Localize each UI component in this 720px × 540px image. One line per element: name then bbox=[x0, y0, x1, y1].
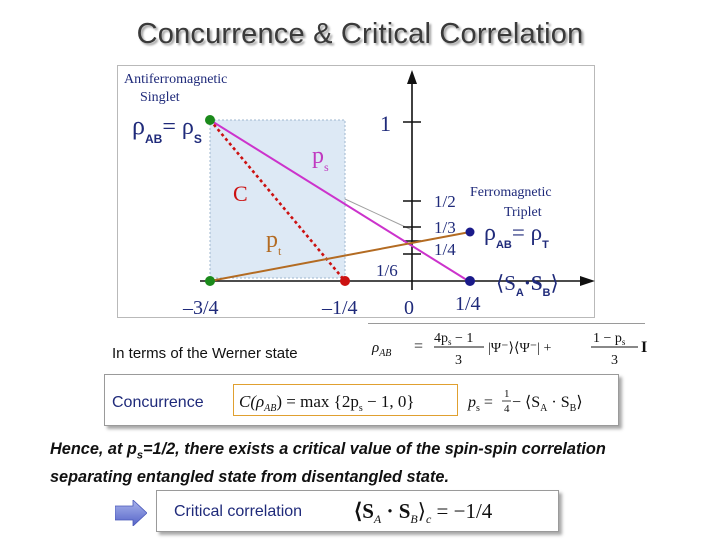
svg-text:⟨SA · SB⟩c = −1/4: ⟨SA · SB⟩c = −1/4 bbox=[354, 499, 493, 526]
y-tick-third: 1/3 bbox=[434, 218, 456, 237]
y-tick-half: 1/2 bbox=[434, 192, 456, 211]
pt-line bbox=[209, 231, 471, 282]
diagram-panel bbox=[117, 65, 595, 318]
y-tick-quarter: 1/4 bbox=[434, 240, 456, 259]
conclusion-text: Hence, at ps=1/2, there exists a critica… bbox=[50, 438, 700, 488]
critical-point-dot bbox=[340, 276, 350, 286]
ps-definition-formula: ps = 1 4 − ⟨SA · SB⟩ bbox=[467, 388, 583, 415]
x-axis-label: ⟨SA·SB⟩ bbox=[496, 271, 559, 299]
triplet-label-line2: Triplet bbox=[504, 205, 542, 220]
x-tick-zero: 0 bbox=[404, 297, 414, 319]
half-level-guide bbox=[344, 198, 413, 231]
singlet-label-line2: Singlet bbox=[140, 90, 180, 105]
right-arrow-icon bbox=[115, 500, 147, 526]
svg-text:4: 4 bbox=[504, 403, 510, 415]
triplet-label-line1: Ferromagnetic bbox=[470, 185, 552, 200]
bottom-left-dot bbox=[205, 276, 215, 286]
triplet-dot bbox=[465, 227, 475, 237]
svg-text:I: I bbox=[641, 339, 647, 356]
critical-correlation-label: Critical correlation bbox=[174, 503, 303, 520]
svg-text:=: = bbox=[414, 338, 423, 355]
singlet-label-line1: Antiferromagnetic bbox=[124, 72, 227, 87]
svg-text:ρAB: ρAB bbox=[371, 340, 391, 359]
concurrence-line bbox=[209, 119, 346, 282]
y-tick-1: 1 bbox=[380, 111, 391, 136]
svg-text:3: 3 bbox=[455, 353, 462, 368]
triplet-dot-axis bbox=[465, 276, 475, 286]
y-axis-arrow-icon bbox=[407, 70, 417, 84]
x-tick-quarter: 1/4 bbox=[455, 293, 481, 315]
x-tick-neg-quarter: –1/4 bbox=[321, 297, 358, 319]
critical-correlation-panel bbox=[156, 490, 559, 532]
svg-text:ps =: ps = bbox=[467, 394, 493, 414]
werner-formula: ρAB = 4ps − 1 3 |Ψ⁻⟩⟨Ψ⁻| + 1 − ps 3 I bbox=[371, 331, 647, 368]
svg-text:1 − ps: 1 − ps bbox=[593, 331, 626, 347]
x-axis-arrow-icon bbox=[580, 276, 595, 286]
concurrence-label: Concurrence bbox=[112, 394, 204, 411]
svg-text:1: 1 bbox=[504, 388, 510, 400]
concurrence-formula-box: C(ρAB) = max {2ps − 1, 0} bbox=[233, 384, 458, 416]
ps-line bbox=[209, 119, 471, 283]
concurrence-formula: C(ρAB) = max {2ps − 1, 0} bbox=[239, 392, 414, 414]
rho-triplet: ρAB= ρT bbox=[484, 220, 549, 251]
x-tick-neg-three-quarter: –3/4 bbox=[182, 297, 219, 319]
c-label: C bbox=[233, 181, 248, 206]
svg-text:|Ψ⁻⟩⟨Ψ⁻| +: |Ψ⁻⟩⟨Ψ⁻| + bbox=[488, 341, 551, 356]
pt-label: pt bbox=[266, 227, 282, 258]
svg-text:3: 3 bbox=[611, 353, 618, 368]
werner-label: In terms of the Werner state bbox=[112, 345, 298, 362]
rho-singlet: ρAB= ρS bbox=[132, 111, 202, 146]
conclusion-line2: separating entangled state from disentan… bbox=[50, 468, 449, 487]
ps-label: ps bbox=[312, 143, 329, 174]
svg-text:− ⟨SA · SB⟩: − ⟨SA · SB⟩ bbox=[512, 394, 583, 414]
svg-text:C(ρAB) = max {2ps − 1, 0}: C(ρAB) = max {2ps − 1, 0} bbox=[239, 392, 414, 414]
singlet-dot bbox=[205, 115, 215, 125]
critical-correlation-formula: ⟨SA · SB⟩c = −1/4 bbox=[354, 499, 493, 526]
svg-text:4ps − 1: 4ps − 1 bbox=[434, 331, 473, 347]
slide-title: Concurrence & Critical Correlation bbox=[136, 18, 584, 50]
conclusion-line1: Hence, at ps=1/2, there exists a critica… bbox=[50, 440, 606, 462]
y-tick-sixth: 1/6 bbox=[376, 261, 398, 280]
werner-formula-box: ρAB = 4ps − 1 3 |Ψ⁻⟩⟨Ψ⁻| + 1 − ps 3 I bbox=[368, 323, 647, 368]
